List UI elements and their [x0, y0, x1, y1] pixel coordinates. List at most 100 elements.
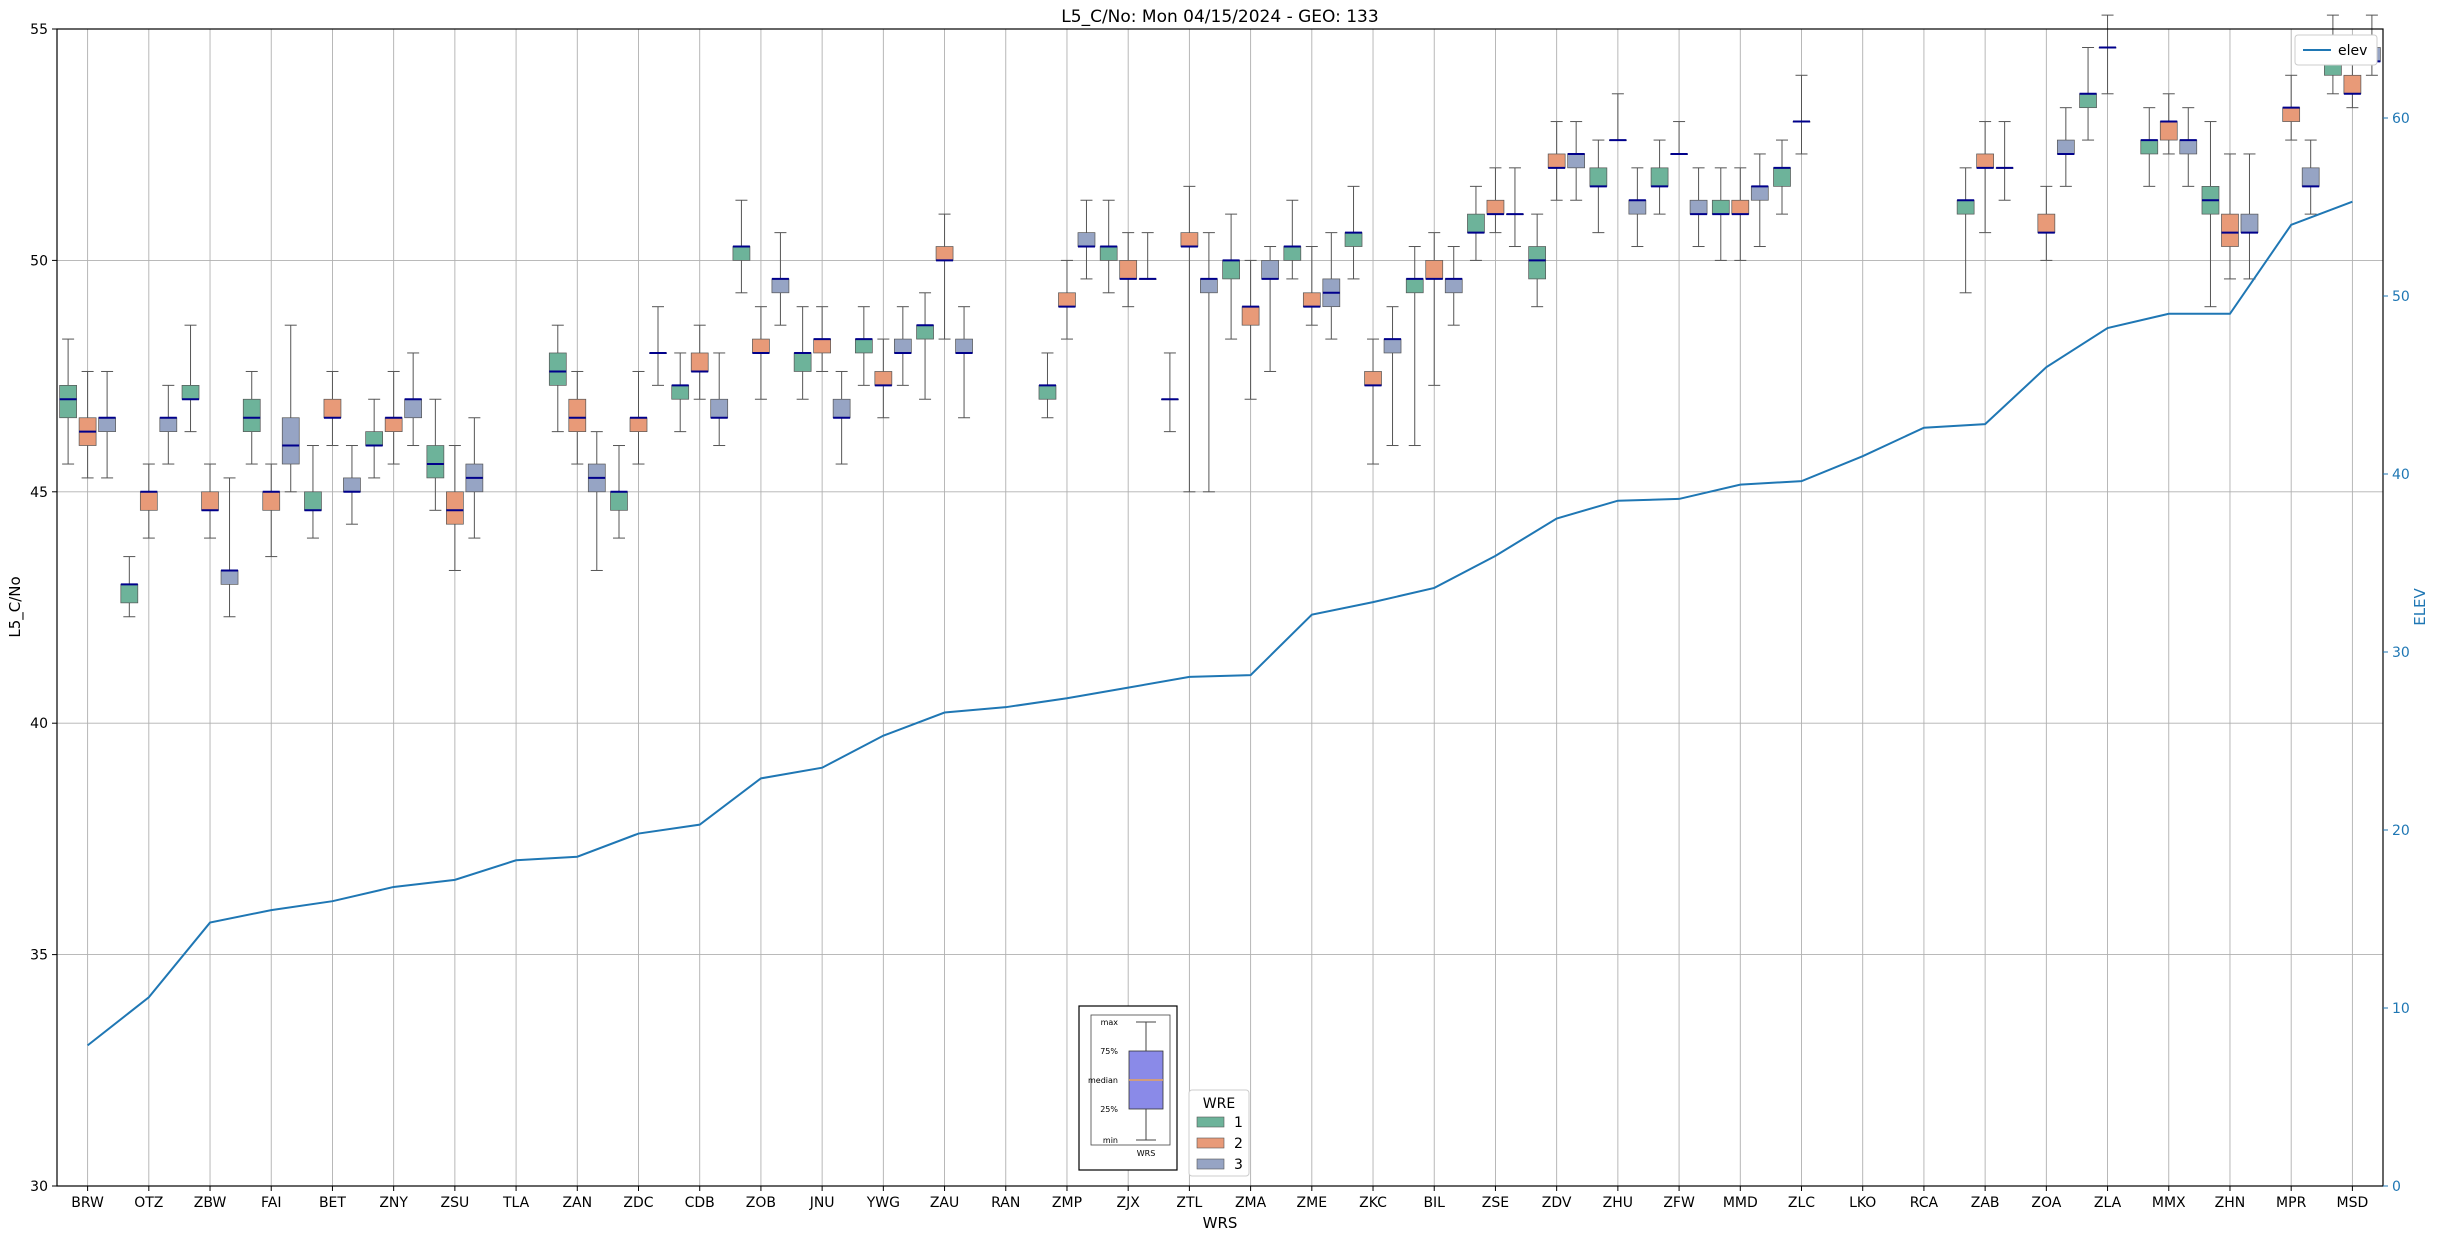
y2-axis-title: ELEV	[2411, 587, 2429, 625]
box-body	[120, 584, 139, 604]
box-body	[610, 491, 628, 511]
box-wre1-zhn	[2201, 121, 2220, 308]
x-tick-label: ZBW	[194, 1195, 227, 1211]
box-wre3-jnu	[832, 370, 851, 465]
elevation-line-layer	[86, 200, 2353, 1047]
x-tick-label: ZJX	[1117, 1195, 1141, 1211]
box-body	[710, 398, 729, 419]
wre-legend: WRE 1 2 3	[1188, 1089, 1250, 1177]
box-wre3-zse	[1506, 167, 1524, 248]
box-wre2-zjx	[1119, 232, 1138, 308]
x-tick-label: ZFW	[1663, 1195, 1695, 1211]
box-wre2-ywg	[874, 338, 893, 419]
box-wre2-zla	[2098, 14, 2117, 95]
box-body	[2343, 74, 2362, 95]
box-body	[1344, 232, 1363, 247]
x-tick-label: ZSE	[1482, 1195, 1509, 1211]
box-wre3-zdv	[1567, 121, 1586, 201]
box-wre1-ztl	[1161, 352, 1179, 433]
box-wre1-zkc	[1344, 185, 1363, 280]
box-body	[1750, 186, 1769, 201]
axes: BRW OTZ ZBW FAI BET ZNY ZSU TLA ZAN ZDC CDB ZOB JNU Y…	[30, 22, 2410, 1211]
box-body	[1547, 153, 1566, 169]
box-body	[1689, 199, 1708, 215]
box-body	[832, 398, 851, 419]
box-body	[1589, 167, 1608, 187]
box-body	[365, 431, 384, 446]
box-wre3-zny	[404, 352, 423, 447]
x-tick-label: RCA	[1910, 1195, 1939, 1211]
box-body	[1711, 199, 1730, 215]
box-body	[854, 338, 873, 354]
box-wre1-zlc	[1773, 139, 1791, 215]
box-wre1-zdc	[610, 445, 628, 539]
box-wre2-zoa	[2037, 185, 2056, 261]
box-wre1-otz	[120, 556, 139, 618]
box-body	[1200, 278, 1218, 294]
box-body	[220, 570, 239, 585]
wre-legend-swatch-1	[1196, 1116, 1225, 1128]
box-body	[2079, 93, 2097, 109]
box-body	[98, 417, 116, 432]
box-body	[1099, 246, 1118, 261]
box-wre1-zab	[1956, 167, 1975, 294]
box-body	[1773, 167, 1791, 187]
box-wre2-zdv	[1547, 121, 1566, 201]
box-wre1-brw	[59, 338, 77, 465]
box-body	[893, 338, 912, 354]
box-wre2-zma	[1241, 259, 1260, 400]
wre-legend-frame	[1188, 1089, 1250, 1177]
x-tick-label: BRW	[71, 1195, 104, 1211]
box-wre3-fai	[281, 324, 300, 493]
wre-legend-swatch-3	[1196, 1158, 1225, 1170]
box-body	[2056, 139, 2075, 155]
box-wre1-cdb	[671, 352, 690, 433]
box-wre1-zme	[1283, 199, 1302, 280]
x-tick-label: LKO	[1849, 1195, 1876, 1211]
box-body	[1628, 199, 1647, 215]
box-wre3-zob	[771, 232, 790, 326]
y2-tick-label: 50	[2392, 289, 2410, 305]
box-wre2-zan	[568, 370, 587, 465]
box-body	[2140, 139, 2159, 155]
box-body	[2282, 107, 2301, 122]
x-tick-label: ZDV	[1542, 1195, 1572, 1211]
box-wre3-brw	[98, 370, 116, 479]
y-tick-label: 55	[30, 22, 48, 38]
box-wre2-otz	[139, 463, 158, 539]
box-wre3-mmx	[2179, 107, 2198, 187]
box-wre2-zbw	[201, 463, 219, 539]
y-tick-label: 30	[30, 1179, 48, 1195]
box-body	[1180, 232, 1199, 247]
y-tick-label: 50	[30, 253, 48, 269]
x-tick-label: JNU	[809, 1195, 835, 1211]
box-plots	[59, 14, 2381, 618]
x-axis-title: WRS	[1203, 1214, 1238, 1232]
box-wre2-zhn	[2221, 153, 2239, 280]
box-body	[2301, 167, 2320, 187]
y2-tick-label: 20	[2392, 823, 2410, 839]
x-tick-label: TLA	[502, 1195, 530, 1211]
box-wre1-zhu	[1589, 139, 1608, 234]
box-body	[1528, 246, 1547, 280]
box-wre1-zfw	[1650, 139, 1669, 215]
x-tick-label: ZDC	[623, 1195, 653, 1211]
box-body	[1222, 260, 1240, 280]
box-wre2-bil	[1425, 232, 1444, 386]
box-key-label-max: max	[1101, 1018, 1119, 1027]
box-wre2-mmd	[1731, 167, 1750, 261]
box-body	[2240, 213, 2259, 233]
box-wre2-mpr	[2282, 74, 2301, 141]
wre-legend-label-3: 3	[1234, 1157, 1243, 1173]
box-body	[690, 352, 709, 372]
box-body	[201, 491, 219, 511]
box-body	[384, 417, 403, 432]
box-body	[1486, 199, 1505, 215]
box-wre2-zob	[752, 306, 770, 400]
y-tick-label: 45	[30, 485, 48, 501]
box-body	[671, 385, 690, 400]
box-wre2-ztl	[1180, 185, 1199, 493]
box-wre2-mmx	[2159, 93, 2178, 155]
box-key-inner-frame	[1090, 1014, 1171, 1146]
